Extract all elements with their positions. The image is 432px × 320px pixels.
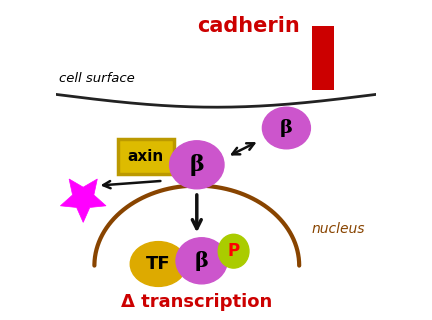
Ellipse shape xyxy=(218,234,249,268)
Ellipse shape xyxy=(176,238,227,284)
Text: P: P xyxy=(228,242,240,260)
Text: TF: TF xyxy=(146,255,171,273)
Text: β: β xyxy=(195,251,209,271)
Text: nucleus: nucleus xyxy=(312,222,365,236)
Text: Δ transcription: Δ transcription xyxy=(121,293,273,311)
Polygon shape xyxy=(60,179,106,222)
Ellipse shape xyxy=(262,107,311,149)
Text: cadherin: cadherin xyxy=(197,16,299,36)
Text: cell surface: cell surface xyxy=(59,72,135,85)
Bar xyxy=(312,26,334,90)
Text: axin: axin xyxy=(127,149,164,164)
Ellipse shape xyxy=(170,141,224,189)
Text: β: β xyxy=(189,154,204,176)
Ellipse shape xyxy=(130,242,187,286)
FancyBboxPatch shape xyxy=(118,139,174,174)
Text: β: β xyxy=(280,119,293,137)
